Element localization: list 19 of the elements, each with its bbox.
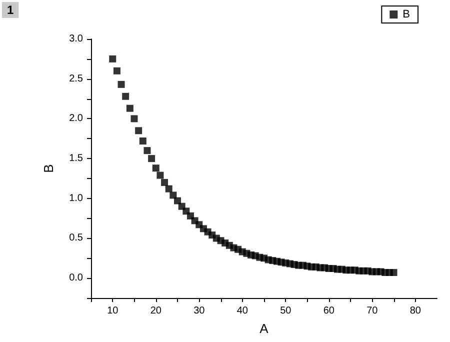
x-tick-label: 40 xyxy=(236,306,248,316)
x-tick-label: 60 xyxy=(323,306,335,316)
y-tick-label: 2.0 xyxy=(69,113,84,124)
y-tick-label: 2.5 xyxy=(69,73,84,84)
x-axis-title: A xyxy=(260,321,269,336)
x-tick-label: 20 xyxy=(150,306,162,316)
y-tick-label: 0.0 xyxy=(69,272,84,284)
x-tick-label: 70 xyxy=(366,306,378,316)
x-tick-label: 80 xyxy=(410,306,422,316)
y-tick-label: 0.5 xyxy=(69,232,84,244)
y-axis-title: B xyxy=(41,164,56,173)
text: 1 xyxy=(7,3,14,17)
x-tick-label: 50 xyxy=(280,306,292,316)
x-tick-label: 10 xyxy=(107,306,119,316)
x-tick-label: 30 xyxy=(194,306,206,316)
y-tick-label: 3.0 xyxy=(69,34,84,44)
y-tick-label: 1.5 xyxy=(69,153,84,164)
y-tick-label: 1.0 xyxy=(69,192,84,204)
legend-label: B xyxy=(402,8,410,20)
